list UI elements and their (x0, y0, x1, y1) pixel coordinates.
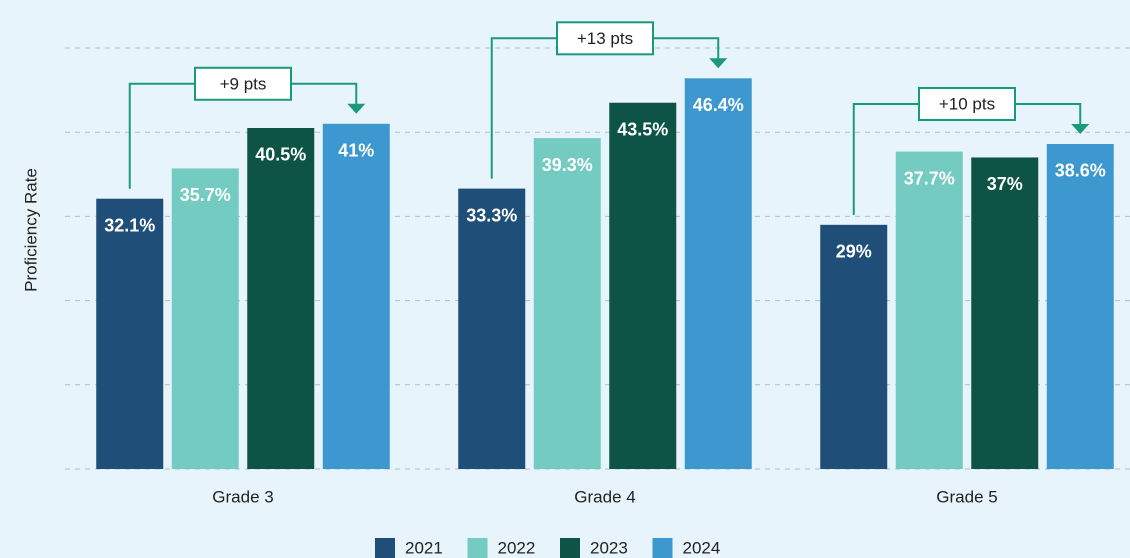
bar (820, 224, 888, 469)
y-axis-label: Proficiency Rate (21, 168, 40, 292)
legend-label: 2022 (498, 538, 536, 557)
annotation-arrow (709, 58, 728, 69)
value-label: 41% (338, 141, 374, 161)
legend-swatch (652, 538, 673, 558)
bar (533, 138, 601, 469)
value-label: 33.3% (466, 205, 517, 225)
value-label: 37.7% (904, 168, 955, 188)
legend-label: 2024 (683, 538, 721, 557)
annotation: +9 pts (220, 74, 267, 93)
value-label: 38.6% (1055, 161, 1106, 181)
legend-swatch (467, 538, 488, 558)
annotation: +13 pts (577, 29, 633, 48)
bar (684, 78, 752, 469)
value-label: 32.1% (104, 215, 155, 235)
annotation-box (556, 21, 654, 56)
annotation-arrow (347, 103, 366, 114)
legend-label: 2023 (590, 538, 628, 557)
bar (96, 198, 164, 469)
bar (609, 102, 677, 469)
bar (171, 168, 239, 469)
value-label: 46.4% (693, 95, 744, 115)
annotation: +10 pts (939, 94, 995, 113)
annotation-box (918, 86, 1016, 121)
annotation-bracket (490, 37, 720, 179)
bar (1046, 143, 1114, 469)
bar (895, 151, 963, 470)
bar (322, 123, 390, 469)
bar (971, 157, 1039, 469)
x-tick-label: Grade 4 (574, 487, 635, 506)
annotation-arrow (1071, 123, 1090, 134)
bar (458, 188, 526, 469)
x-tick-label: Grade 5 (936, 487, 997, 506)
value-label: 29% (836, 242, 872, 262)
value-label: 37% (987, 174, 1023, 194)
legend-label: 2021 (405, 538, 443, 557)
value-label: 35.7% (180, 185, 231, 205)
value-label: 40.5% (255, 145, 306, 165)
bar (247, 127, 315, 470)
legend-swatch (560, 538, 580, 558)
legend-swatch (375, 538, 395, 558)
value-label: 43.5% (617, 119, 668, 139)
annotation-box (194, 66, 292, 101)
value-label: 39.3% (542, 155, 593, 175)
x-tick-label: Grade 3 (212, 487, 273, 506)
